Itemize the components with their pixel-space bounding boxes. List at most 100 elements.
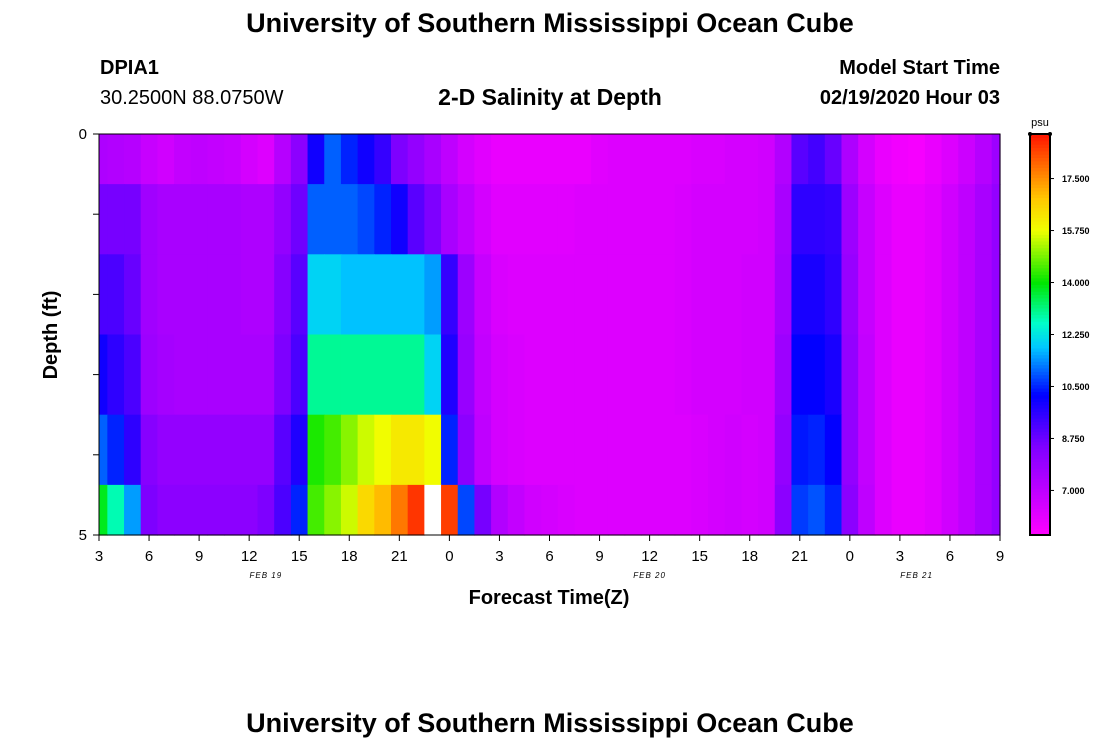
heatmap-cell <box>491 254 509 336</box>
colorbar-segment <box>1030 180 1050 185</box>
heatmap-cell <box>257 334 275 416</box>
heatmap-cell <box>824 484 843 536</box>
heatmap-cell <box>607 254 626 336</box>
colorbar-segment <box>1030 277 1050 282</box>
heatmap-cell <box>624 334 642 416</box>
heatmap-cell <box>174 254 192 336</box>
colorbar: psu 7.000 8.750 10.500 12.250 14.000 15.750 17.… <box>1028 117 1090 536</box>
colorbar-segment <box>1030 271 1050 275</box>
heatmap-cell <box>908 414 926 486</box>
colorbar-segment <box>1030 324 1050 329</box>
heatmap-cell <box>774 254 793 336</box>
heatmap-cell <box>290 414 309 486</box>
colorbar-segment <box>1030 391 1050 396</box>
heatmap-cell <box>758 414 776 486</box>
heatmap-cell <box>841 484 859 536</box>
heatmap-cell <box>340 184 359 255</box>
heatmap-cell <box>908 484 926 536</box>
heatmap-cell <box>908 184 926 255</box>
colorbar-segment <box>1030 190 1050 195</box>
heatmap-cell <box>374 484 392 536</box>
heatmap-cell <box>941 414 959 486</box>
heatmap-cell <box>724 134 742 185</box>
heatmap-cell <box>841 184 859 255</box>
heatmap-cell <box>941 134 959 185</box>
heatmap-cell <box>507 134 526 185</box>
heatmap-cell <box>774 184 793 255</box>
chart-title: 2-D Salinity at Depth <box>438 84 662 110</box>
heatmap-cell <box>190 134 209 185</box>
heatmap-cell <box>207 134 225 185</box>
colorbar-segment <box>1030 344 1050 349</box>
heatmap-cell <box>441 184 459 255</box>
heatmap-cell <box>357 184 375 255</box>
colorbar-tick-label: 14.000 <box>1062 278 1090 288</box>
heatmap-cell <box>507 254 526 336</box>
colorbar-tick-label: 10.500 <box>1062 382 1090 392</box>
colorbar-segment <box>1030 434 1050 439</box>
heatmap-cell <box>874 254 893 336</box>
heatmap-cell <box>958 334 976 416</box>
heatmap-cell <box>991 484 1001 536</box>
heatmap-cell <box>190 254 209 336</box>
x-tick-label: 0 <box>445 548 453 565</box>
heatmap-cell <box>474 334 492 416</box>
colorbar-segment <box>1030 511 1050 516</box>
heatmap-cell <box>741 134 759 185</box>
colorbar-segment <box>1030 524 1050 529</box>
colorbar-segment <box>1030 240 1050 245</box>
colorbar-segment <box>1030 260 1050 265</box>
heatmap-cell <box>324 254 342 336</box>
heatmap-cell <box>624 414 642 486</box>
x-tick-label: 3 <box>495 548 503 565</box>
heatmap-cell <box>657 414 676 486</box>
colorbar-segment <box>1030 140 1050 145</box>
heatmap-cell <box>290 184 309 255</box>
y-axis-label: Depth (ft) <box>40 291 62 380</box>
heatmap-cell <box>457 484 476 536</box>
colorbar-segment <box>1030 187 1050 192</box>
heatmap-cell <box>708 254 726 336</box>
colorbar-segment <box>1030 424 1050 429</box>
heatmap-cell <box>307 254 325 336</box>
heatmap-cell <box>99 184 108 255</box>
colorbar-segment <box>1030 418 1050 422</box>
heatmap-cell <box>390 254 409 336</box>
heatmap-cell <box>941 334 959 416</box>
heatmap-cell <box>324 484 342 536</box>
heatmap-cell <box>657 334 676 416</box>
heatmap-cell <box>808 414 826 486</box>
heatmap-cell <box>99 334 108 416</box>
colorbar-segment <box>1030 364 1050 369</box>
heatmap-cell <box>958 134 976 185</box>
colorbar-segment <box>1030 177 1050 182</box>
colorbar-segment <box>1030 200 1050 205</box>
heatmap-cell <box>174 484 192 536</box>
x-date-label: FEB 21 <box>900 571 933 580</box>
heatmap-cell <box>457 414 476 486</box>
heatmap-cell <box>674 484 692 536</box>
heatmap-cell <box>124 184 142 255</box>
heatmap-cell <box>240 254 259 336</box>
heatmap-cell <box>791 334 809 416</box>
heatmap-cell <box>324 134 342 185</box>
heatmap-cell <box>557 334 576 416</box>
heatmap-cell <box>574 484 592 536</box>
heatmap-cell <box>908 254 926 336</box>
heatmap-cell <box>174 134 192 185</box>
heatmap-cell <box>641 134 659 185</box>
colorbar-segment <box>1030 508 1050 513</box>
x-tick-label: 21 <box>791 548 808 565</box>
colorbar-segment <box>1030 160 1050 165</box>
heatmap-cell <box>991 134 1001 185</box>
heatmap-cell <box>557 414 576 486</box>
station-coords: 30.2500N 88.0750W <box>100 87 284 109</box>
heatmap-cell <box>958 254 976 336</box>
x-axis-label: Forecast Time(Z) <box>469 587 630 609</box>
heatmap-cell <box>908 334 926 416</box>
colorbar-segment <box>1030 404 1050 409</box>
colorbar-segment <box>1030 464 1050 469</box>
x-tick-label: 9 <box>595 548 603 565</box>
colorbar-segment <box>1030 184 1050 189</box>
heatmap-cell <box>274 134 292 185</box>
